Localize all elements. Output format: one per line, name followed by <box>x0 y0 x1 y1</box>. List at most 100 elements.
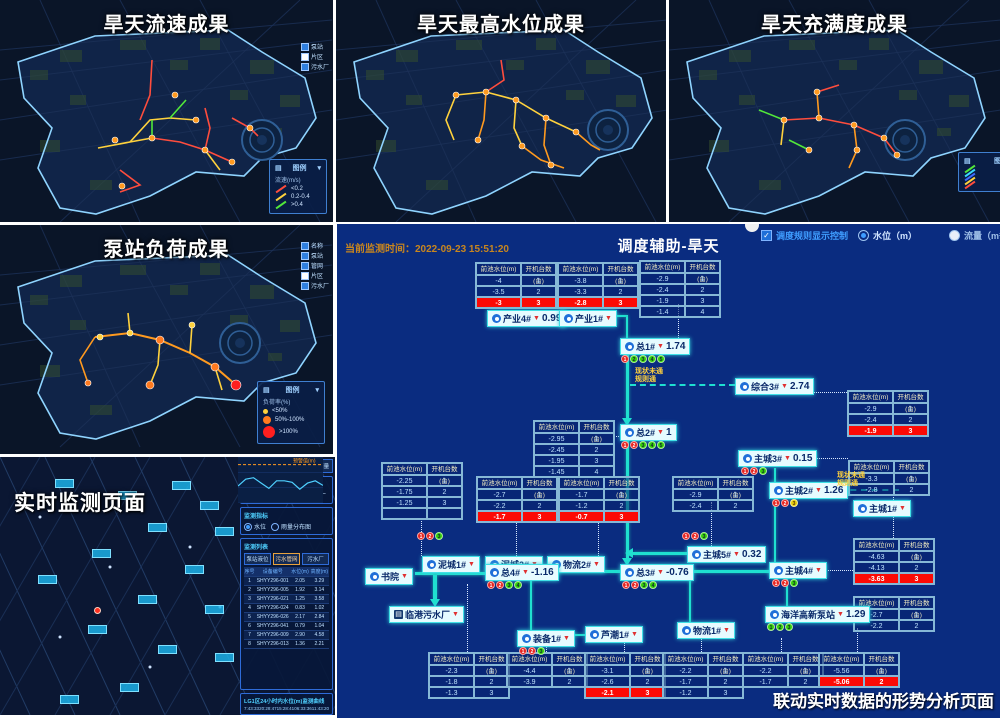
layer-item-泵站[interactable]: 泵站 <box>300 251 329 260</box>
station-node-临港污水厂[interactable]: ▤ 临港污水厂 ▼ <box>389 606 464 623</box>
collapse-icon[interactable]: ▾ <box>317 165 321 172</box>
fullness-map-canvas[interactable] <box>669 0 1000 222</box>
list-filter-button[interactable]: 污水管网 <box>273 553 300 565</box>
dropdown-icon[interactable]: ▼ <box>401 572 408 580</box>
layer-checkbox[interactable] <box>300 261 309 270</box>
radio-icon[interactable] <box>244 522 252 531</box>
radio-icon[interactable] <box>271 522 280 531</box>
dropdown-icon[interactable]: ▼ <box>605 314 612 322</box>
map-label-chip[interactable] <box>38 575 57 584</box>
list-filter-button[interactable]: 泵站液位 <box>244 553 271 565</box>
station-node-总2#[interactable]: 总2# ▼ 1 <box>620 424 677 441</box>
layer-item-泵站[interactable]: 泵站 <box>300 42 329 51</box>
layer-item-片区[interactable]: 片区 <box>300 271 329 280</box>
station-node-海洋高新泵站[interactable]: 海洋高新泵站 ▼ 1.29 <box>765 606 871 623</box>
dropdown-icon[interactable]: ▼ <box>522 568 529 576</box>
map-label-chip[interactable] <box>172 481 191 490</box>
map-label-chip[interactable] <box>120 683 139 692</box>
table-row[interactable]: 2 SHYY296-005 1.92 3.14 <box>244 585 329 595</box>
station-node-主城2#[interactable]: 主城2# ▼ 1.26 <box>769 482 849 499</box>
layer-item-管网[interactable]: 管网 <box>300 261 329 270</box>
dropdown-icon[interactable]: ▼ <box>781 382 788 390</box>
dropdown-icon[interactable]: ▼ <box>784 454 791 462</box>
map-label-chip[interactable] <box>88 625 107 634</box>
table-row[interactable]: 7 SHYY296-009 2.90 4.58 <box>244 630 329 640</box>
station-node-总1#[interactable]: 总1# ▼ 1.74 <box>620 338 691 355</box>
indicator-radio[interactable]: 雨量分布图 <box>271 522 311 531</box>
dropdown-icon[interactable]: ▼ <box>452 610 459 618</box>
display-toggle[interactable] <box>745 224 759 232</box>
dropdown-icon[interactable]: ▼ <box>815 566 822 574</box>
load-map-canvas[interactable] <box>0 225 333 454</box>
layer-item-污水厂[interactable]: 污水厂 <box>300 281 329 290</box>
layer-checkbox[interactable] <box>300 42 309 51</box>
station-node-主城3#[interactable]: 主城3# ▼ 0.15 <box>738 450 818 467</box>
layer-item-名称[interactable]: 名称 <box>300 241 329 250</box>
table-row[interactable]: 6 SHYY296-041 0.79 1.04 <box>244 621 329 631</box>
checkbox-checked-icon[interactable]: ✓ <box>761 230 772 241</box>
map-label-chip[interactable] <box>148 523 167 532</box>
flow-radio[interactable]: 流量（m³/s） <box>949 229 1000 242</box>
layer-item-片区[interactable]: 片区 <box>300 52 329 61</box>
station-node-泥城1#[interactable]: 泥城1# ▼ <box>422 556 480 573</box>
table-row[interactable]: 3 SHYY296-021 1.25 3.58 <box>244 594 329 604</box>
dropdown-icon[interactable]: ▼ <box>657 428 664 436</box>
flow-map-canvas[interactable] <box>0 0 333 222</box>
station-node-主城1#[interactable]: 主城1# ▼ <box>853 500 911 517</box>
dropdown-icon[interactable]: ▼ <box>593 560 600 568</box>
station-node-主城5#[interactable]: 主城5# ▼ 0.32 <box>687 546 767 563</box>
table-row[interactable]: 1 SHYY296-001 2.05 3.29 <box>244 576 329 586</box>
map-label-chip[interactable] <box>215 527 234 536</box>
table-row[interactable]: 4 SHYY296-024 0.83 1.02 <box>244 603 329 613</box>
dropdown-icon[interactable]: ▼ <box>563 634 570 642</box>
map-label-chip[interactable] <box>55 479 74 488</box>
list-filter-button[interactable]: 污水厂 <box>302 553 329 565</box>
map-label-chip[interactable] <box>158 645 177 654</box>
layer-checkbox[interactable] <box>300 251 309 260</box>
dropdown-icon[interactable]: ▼ <box>815 486 822 494</box>
map-label-chip[interactable] <box>138 595 157 604</box>
layer-checkbox[interactable] <box>300 52 309 61</box>
station-node-总4#[interactable]: 总4# ▼ -1.16 <box>485 564 559 581</box>
station-node-产业1#[interactable]: 产业1# ▼ <box>559 310 617 327</box>
station-node-综合3#[interactable]: 综合3# ▼ 2.74 <box>735 378 815 395</box>
dropdown-icon[interactable]: ▼ <box>733 550 740 558</box>
layer-item-污水厂[interactable]: 污水厂 <box>300 62 329 71</box>
dropdown-icon[interactable]: ▼ <box>631 630 638 638</box>
station-node-主城4#[interactable]: 主城4# ▼ <box>769 562 827 579</box>
rule-display-checkbox[interactable]: ✓ 调度规则显示控制 <box>761 229 848 242</box>
dropdown-icon[interactable]: ▼ <box>657 568 664 576</box>
dropdown-icon[interactable]: ▼ <box>468 560 475 568</box>
layer-checkbox[interactable] <box>300 271 309 280</box>
dropdown-icon[interactable]: ▼ <box>533 314 540 322</box>
radio-selected-icon[interactable] <box>858 230 869 241</box>
station-node-芦潮1#[interactable]: 芦潮1# ▼ <box>585 626 643 643</box>
dropdown-icon[interactable]: ▼ <box>899 504 906 512</box>
dropdown-icon[interactable]: ▼ <box>723 626 730 634</box>
alarm-pin-icon[interactable] <box>94 607 101 614</box>
layer-checkbox[interactable] <box>300 241 309 250</box>
layer-checkbox[interactable] <box>300 281 309 290</box>
map-label-chip[interactable] <box>118 491 137 500</box>
map-label-chip[interactable] <box>185 565 204 574</box>
station-node-产业4#[interactable]: 产业4# ▼ 0.99 <box>487 310 567 327</box>
layer-checkbox[interactable] <box>300 62 309 71</box>
radio-unselected-icon[interactable] <box>949 230 960 241</box>
dropdown-icon[interactable]: ▼ <box>837 610 844 618</box>
collapse-icon[interactable]: ▾ <box>315 387 319 394</box>
map-label-chip[interactable] <box>200 501 219 510</box>
station-node-物流1#[interactable]: 物流1# ▼ <box>677 622 735 639</box>
station-node-装备1#[interactable]: 装备1# ▼ <box>517 630 575 647</box>
indicator-radio[interactable]: 水位 <box>244 522 266 531</box>
map-label-chip[interactable] <box>60 695 79 704</box>
map-label-chip[interactable] <box>205 605 224 614</box>
dropdown-icon[interactable]: ▼ <box>657 342 664 350</box>
level-map-canvas[interactable] <box>336 0 666 222</box>
map-label-chip[interactable] <box>92 549 111 558</box>
water-level-radio[interactable]: 水位（m） <box>858 229 917 242</box>
station-node-总3#[interactable]: 总3# ▼ -0.76 <box>620 564 694 581</box>
map-label-chip[interactable] <box>215 653 234 662</box>
table-row[interactable]: 5 SHYY296-026 2.17 2.84 <box>244 612 329 622</box>
station-node-书院[interactable]: 书院 ▼ <box>365 568 413 585</box>
table-row[interactable]: 8 SHYY296-013 1.36 2.21 <box>244 639 329 649</box>
